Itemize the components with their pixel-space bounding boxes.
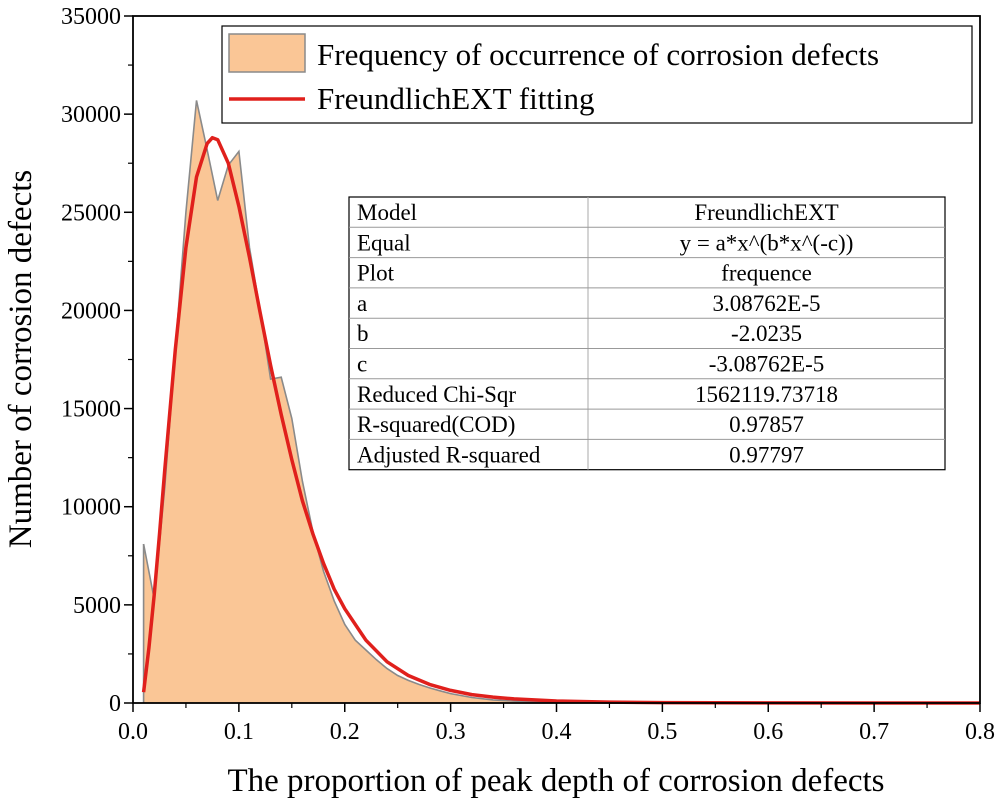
x-tick-label: 0.7 [859, 719, 889, 745]
legend-label-area: Frequency of occurrence of corrosion def… [317, 37, 879, 72]
table-row-label: b [357, 321, 369, 346]
y-tick-label: 25000 [61, 200, 121, 226]
table-row-value: 0.97857 [729, 412, 804, 437]
x-tick-label: 0.1 [224, 719, 254, 745]
table-row-value: y = a*x^(b*x^(-c)) [680, 230, 854, 255]
table-row-label: Adjusted R-squared [357, 442, 541, 467]
legend-label-line: FreundlichEXT fitting [317, 81, 595, 116]
table-row-label: Model [357, 200, 417, 225]
y-tick-label: 15000 [61, 397, 121, 423]
table-row-label: Plot [357, 261, 395, 286]
legend-box [221, 25, 973, 124]
table-row-value: FreundlichEXT [694, 200, 838, 225]
table-row-value: -2.0235 [731, 321, 802, 346]
table-row-label: Equal [357, 230, 411, 255]
table-row-value: -3.08762E-5 [709, 352, 825, 377]
fit-line-layer [141, 135, 980, 705]
table-row-label: R-squared(COD) [357, 412, 515, 437]
table-row-label: a [357, 291, 367, 316]
table-row-value: 3.08762E-5 [713, 291, 821, 316]
x-tick-label: 0.0 [118, 719, 148, 745]
x-tick-label: 0.8 [965, 719, 995, 745]
fit-line [141, 135, 980, 705]
y-axis-label: Number of corrosion defects [3, 170, 39, 548]
y-tick-label: 30000 [61, 102, 121, 128]
fit-results-table: Model FreundlichEXT Equal y = a*x^(b*x^(-c)… [348, 196, 946, 471]
legend: Frequency of occurrence of corrosion def… [221, 25, 973, 124]
x-tick-label: 0.6 [753, 719, 783, 745]
x-axis-ticks: 0.0 0.1 0.2 0.3 0.4 0.5 0.6 0.7 0.8 [118, 703, 995, 745]
x-axis-label: The proportion of peak depth of corrosio… [227, 763, 884, 799]
x-tick-label: 0.4 [542, 719, 572, 745]
y-tick-label: 35000 [61, 4, 121, 30]
table-row-value: 1562119.73718 [695, 382, 838, 407]
y-tick-label: 5000 [73, 593, 121, 619]
x-tick-label: 0.5 [647, 719, 677, 745]
y-tick-label: 20000 [61, 298, 121, 324]
table-row-label: Reduced Chi-Sqr [357, 382, 516, 407]
x-tick-label: 0.2 [330, 719, 360, 745]
y-tick-label: 0 [109, 691, 121, 717]
x-tick-label: 0.3 [436, 719, 466, 745]
legend-swatch-area [228, 33, 306, 73]
table-frame [348, 196, 946, 471]
area-fill [143, 100, 981, 703]
y-tick-label: 10000 [61, 495, 121, 521]
table-row-label: c [357, 352, 367, 377]
y-axis-ticks: 0 5000 10000 15000 20000 25000 30000 35000 [61, 4, 133, 717]
table-row-value: 0.97797 [729, 442, 804, 467]
table-row-value: frequence [721, 261, 812, 286]
area-series-layer [142, 100, 981, 704]
area-outline [142, 100, 980, 704]
